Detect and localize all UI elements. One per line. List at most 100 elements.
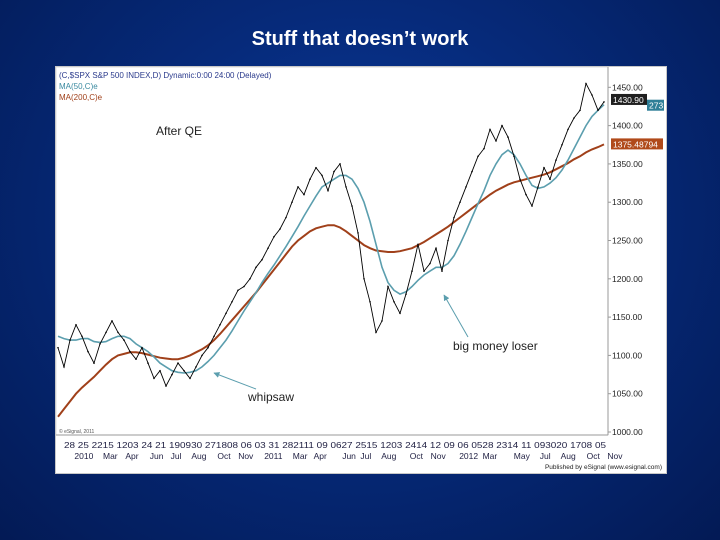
price-point	[255, 266, 257, 269]
price-point	[543, 166, 545, 169]
price-point	[435, 247, 437, 249]
price-point	[267, 247, 269, 249]
y-tick-label: 1250.00	[612, 236, 643, 246]
price-point	[519, 178, 521, 180]
x-period-label: Mar	[293, 451, 308, 461]
y-axis-ticks: 1450.00 1400.00 1350.00 1300.00 1250.00 1200.…	[608, 82, 643, 437]
price-point	[465, 186, 467, 188]
price-point	[579, 109, 581, 112]
price-point	[405, 293, 407, 295]
x-period-label: Aug	[381, 451, 396, 461]
price-point	[513, 155, 515, 158]
x-period-label: Aug	[191, 451, 206, 461]
price-point	[129, 350, 131, 353]
price-point	[243, 285, 245, 288]
y-tick-label: 1000.00	[612, 427, 643, 437]
value-tags: 1430.90 273 1375.48794	[611, 93, 664, 150]
price-point	[117, 331, 119, 334]
price-point	[573, 117, 575, 119]
annotation-after-qe: After QE	[156, 124, 202, 138]
price-point	[327, 189, 329, 192]
price-point	[603, 101, 605, 103]
ma50-value-tag	[647, 99, 664, 111]
price-point	[219, 324, 221, 326]
price-point	[189, 377, 191, 380]
watermark-label: © eSignal, 2011	[59, 428, 95, 435]
price-point	[375, 331, 377, 334]
price-point	[261, 258, 263, 261]
ma200-value-tag	[611, 138, 663, 150]
price-point	[507, 136, 509, 138]
x-period-label: May	[514, 451, 531, 461]
price-point	[477, 155, 479, 158]
price-point	[459, 201, 461, 203]
y-tick-label: 1300.00	[612, 197, 643, 207]
price-point	[597, 109, 599, 112]
price-point	[171, 373, 173, 376]
price-point	[303, 193, 305, 196]
price-point	[393, 301, 395, 303]
price-point	[333, 170, 335, 173]
price-point	[591, 94, 593, 96]
price-point	[483, 147, 485, 150]
x-axis-period-labels: 2010 Mar Apr Jun Jul Aug Oct Nov 2011 Mar Apr Jun Ju…	[74, 451, 623, 461]
chart-header-symbol: (C,$SPX S&P 500 INDEX,D) Dynamic:0:00 24…	[59, 71, 272, 80]
price-point	[441, 270, 443, 272]
x-period-label: 2010	[74, 451, 93, 461]
x-period-label: Nov	[238, 451, 254, 461]
x-period-label: 2011	[264, 451, 283, 461]
price-point	[411, 270, 413, 272]
price-point	[99, 343, 101, 345]
price-point	[423, 270, 425, 272]
x-period-label: Mar	[483, 451, 498, 461]
price-point	[81, 335, 83, 338]
price-point	[249, 278, 251, 280]
x-axis-day-row: 28 25 2215 1203 24 21 190930 271808 06 0…	[64, 440, 606, 450]
annotation-whipsaw: whipsaw	[247, 390, 294, 404]
x-period-label: Jul	[540, 451, 551, 461]
price-point	[489, 128, 491, 131]
slide-title: Stuff that doesn’t work	[251, 28, 469, 50]
x-period-label: 2012	[459, 451, 478, 461]
price-value-tag	[611, 93, 647, 105]
price-point	[225, 312, 227, 315]
ma50-value-tag-label: 273	[649, 101, 663, 111]
price-point	[363, 278, 365, 280]
x-period-label: Jul	[171, 451, 182, 461]
price-point	[75, 324, 77, 326]
price-point	[321, 174, 323, 177]
x-period-label: Mar	[103, 451, 118, 461]
chart-frame: (C,$SPX S&P 500 INDEX,D) Dynamic:0:00 24…	[55, 66, 667, 474]
whipsaw-arrow	[213, 372, 257, 390]
price-point	[63, 366, 65, 368]
price-point	[159, 369, 161, 372]
price-point	[123, 339, 125, 341]
x-period-label: Oct	[217, 451, 231, 461]
y-tick-label: 1100.00	[612, 350, 642, 360]
published-by-label: Published by eSignal (www.esignal.com)	[545, 464, 662, 471]
price-point	[381, 320, 383, 322]
price-point	[387, 285, 389, 288]
price-point	[567, 128, 569, 131]
y-tick-label: 1050.00	[612, 389, 643, 399]
ma200-value-tag-label: 1375.48794	[613, 139, 658, 149]
x-period-label: Apr	[314, 451, 327, 461]
price-point	[351, 205, 353, 207]
price-point	[279, 228, 281, 230]
price-point	[495, 140, 497, 142]
price-point	[309, 178, 311, 180]
chart-header-ma200: MA(200,C)e	[59, 93, 103, 102]
y-tick-label: 1200.00	[612, 274, 643, 284]
ma50-series-line	[57, 104, 605, 374]
price-data-points	[57, 82, 605, 387]
chart-header-ma50: MA(50,C)e	[59, 82, 98, 91]
price-point	[531, 205, 533, 207]
price-point	[207, 346, 209, 349]
price-point	[345, 186, 347, 188]
price-point	[141, 346, 143, 349]
price-value-tag-label: 1430.90	[613, 95, 644, 105]
price-point	[111, 320, 113, 322]
price-point	[357, 232, 359, 234]
price-point	[291, 201, 293, 203]
price-point	[177, 362, 179, 364]
